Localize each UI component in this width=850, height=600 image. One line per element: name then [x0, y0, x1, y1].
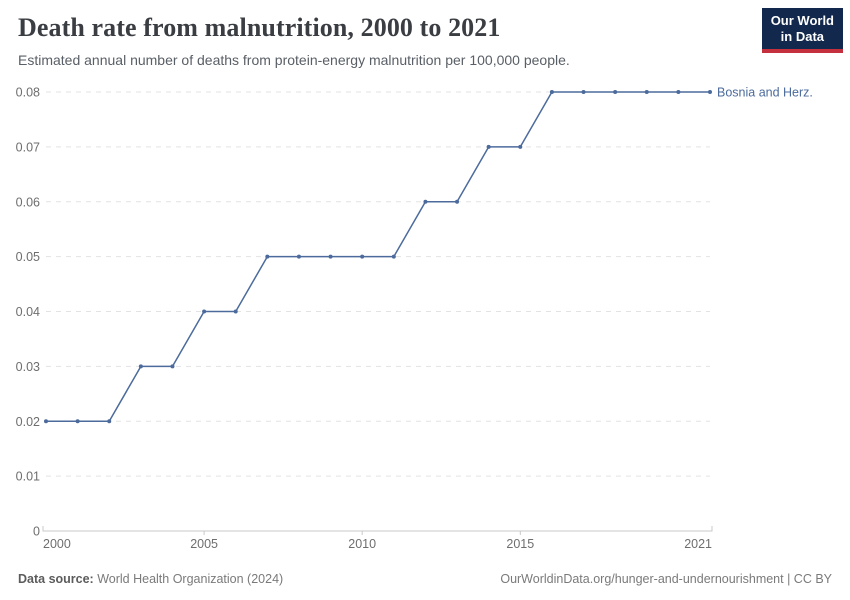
data-point[interactable]	[486, 144, 491, 149]
x-tick-label: 2000	[43, 537, 71, 551]
data-point[interactable]	[549, 90, 554, 94]
owid-logo-line1: Our World	[770, 13, 834, 28]
data-point[interactable]	[360, 254, 365, 259]
data-point[interactable]	[708, 90, 712, 94]
x-tick-label: 2005	[190, 537, 218, 551]
x-axis-line	[42, 526, 713, 532]
data-point[interactable]	[265, 254, 270, 259]
data-point[interactable]	[676, 90, 681, 94]
data-point[interactable]	[44, 419, 48, 424]
data-point[interactable]	[170, 364, 175, 369]
y-tick-label: 0.06	[16, 195, 40, 209]
data-point[interactable]	[455, 199, 460, 204]
y-tick-label: 0.03	[16, 360, 40, 374]
series-end-label[interactable]: Bosnia and Herz.	[717, 86, 813, 100]
data-point[interactable]	[202, 309, 207, 314]
line-chart-plot-area[interactable]: 0 0.01 0.02 0.03 0.04 0.05 0.06 0.07 0.08 2000 200…	[0, 78, 850, 578]
data-source-value: World Health Organization (2024)	[93, 572, 284, 586]
data-point[interactable]	[423, 199, 428, 204]
data-point[interactable]	[391, 254, 396, 259]
y-tick-label: 0.05	[16, 250, 40, 264]
data-point[interactable]	[233, 309, 238, 314]
data-point[interactable]	[613, 90, 618, 94]
y-tick-label: 0.08	[16, 86, 40, 100]
chart-footer: Data source: World Health Organization (…	[18, 572, 832, 586]
data-point[interactable]	[518, 144, 523, 149]
chart-subtitle: Estimated annual number of deaths from p…	[18, 51, 570, 68]
series-line[interactable]	[46, 91, 710, 422]
y-tick-label: 0	[33, 525, 40, 539]
page-title: Death rate from malnutrition, 2000 to 20…	[18, 13, 501, 42]
data-point[interactable]	[581, 90, 586, 94]
data-source-note: Data source: World Health Organization (…	[18, 572, 283, 586]
x-tick-label: 2010	[348, 537, 376, 551]
data-point[interactable]	[107, 419, 112, 424]
data-source-label: Data source:	[18, 572, 94, 586]
y-tick-label: 0.07	[16, 140, 40, 154]
owid-logo[interactable]: Our World in Data	[761, 8, 843, 53]
x-tick-label: 2021	[684, 537, 712, 551]
credit-link[interactable]: OurWorldinData.org/hunger-and-undernouri…	[500, 572, 832, 586]
data-point[interactable]	[328, 254, 333, 259]
data-point[interactable]	[75, 419, 80, 424]
data-point[interactable]	[644, 90, 649, 94]
y-tick-label: 0.01	[16, 470, 40, 484]
data-point[interactable]	[296, 254, 301, 259]
y-tick-label: 0.04	[16, 305, 40, 319]
y-tick-label: 0.02	[16, 415, 40, 429]
owid-logo-line2: in Data	[780, 29, 825, 44]
chart-header: Death rate from malnutrition, 2000 to 20…	[18, 13, 748, 68]
data-point[interactable]	[138, 364, 143, 369]
x-tick-label: 2015	[506, 537, 534, 551]
